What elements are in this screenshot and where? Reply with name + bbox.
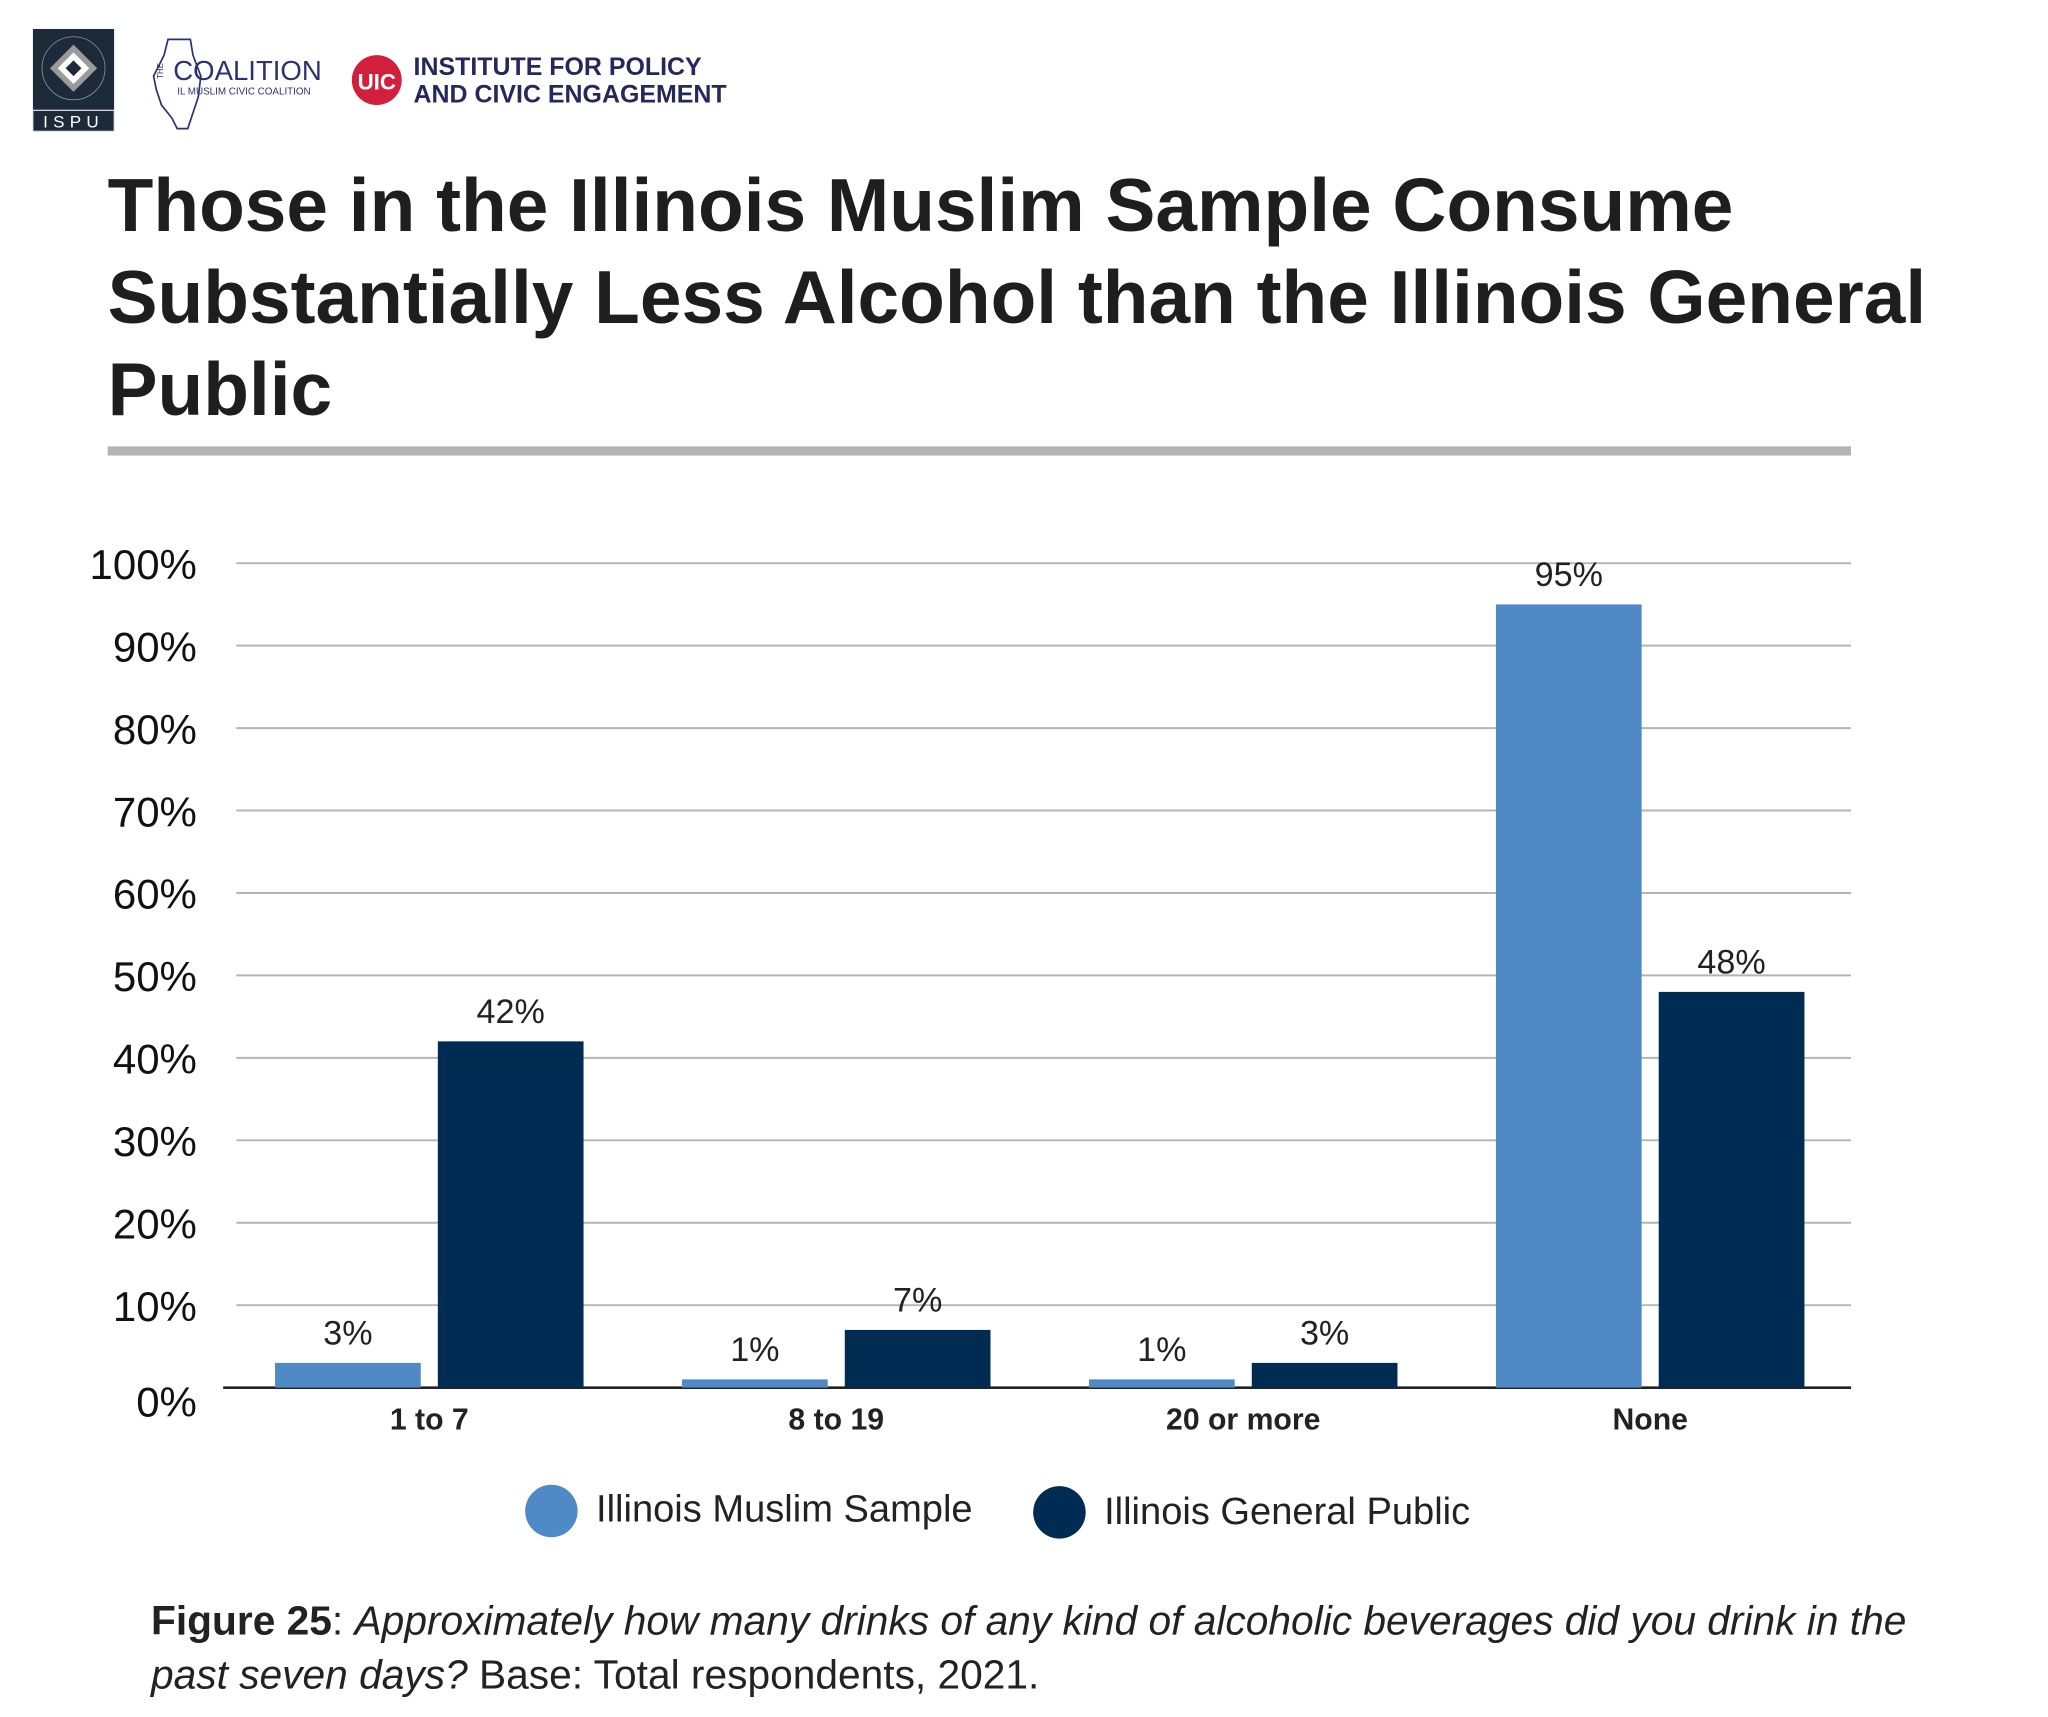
data-label: 1% (730, 1331, 779, 1369)
y-tick-label: 0% (136, 1379, 197, 1426)
data-label: 48% (1697, 944, 1765, 982)
svg-text:COALITION: COALITION (173, 55, 321, 86)
y-tick-label: 10% (113, 1283, 197, 1330)
ispu-logo: ISPU (32, 28, 115, 132)
y-tick-label: 80% (113, 706, 197, 753)
title-divider (107, 446, 1852, 456)
survey-question: Approximately how many drinks of any kin… (150, 1597, 1907, 1698)
legend-label-muslim-sample: Illinois Muslim Sample (596, 1488, 973, 1531)
x-tick-label: 8 to 19 (788, 1404, 884, 1437)
coalition-logo: THE COALITION IL MUSLIM CIVIC COALITION (148, 37, 325, 132)
y-tick-label: 40% (113, 1036, 197, 1083)
x-tick-label: 1 to 7 (390, 1404, 469, 1437)
svg-text:AND CIVIC ENGAGEMENT: AND CIVIC ENGAGEMENT (414, 80, 727, 108)
svg-text:IL MUSLIM CIVIC COALITION: IL MUSLIM CIVIC COALITION (177, 87, 310, 98)
data-label: 3% (323, 1315, 372, 1353)
svg-text:UIC: UIC (358, 69, 396, 94)
legend-swatch-general-public (1033, 1486, 1086, 1539)
bar-general-public (437, 1041, 584, 1388)
data-label: 1% (1137, 1331, 1186, 1369)
svg-text:INSTITUTE FOR POLICY: INSTITUTE FOR POLICY (414, 53, 703, 81)
y-tick-label: 50% (113, 953, 197, 1000)
bar-muslim-sample (275, 1362, 421, 1388)
bar-general-public (1251, 1362, 1398, 1388)
ispu-logo-text: ISPU (43, 112, 104, 131)
caption-separator: : (331, 1597, 355, 1644)
uic-logo: UIC INSTITUTE FOR POLICY AND CIVIC ENGAG… (351, 53, 771, 111)
bar-general-public (844, 1329, 991, 1388)
chart-title: Those in the Illinois Muslim Sample Cons… (107, 164, 1927, 432)
bar-general-public (1658, 991, 1805, 1388)
y-tick-label: 30% (113, 1118, 197, 1165)
caption-base: Base: Total respondents, 2021. (467, 1651, 1040, 1698)
y-tick-label: 90% (113, 623, 197, 670)
y-tick-label: 20% (113, 1200, 197, 1247)
data-label: 7% (893, 1282, 942, 1320)
y-tick-label: 100% (89, 541, 196, 588)
bar-chart: 0% 10% 20% 30% 40% 50% 60% 70% 80% 90% 100% 3% 42% 1 … (89, 541, 1852, 1437)
data-label: 95% (1535, 556, 1603, 594)
y-tick-label: 70% (113, 788, 197, 835)
data-label: 42% (477, 993, 545, 1031)
x-tick-label: None (1612, 1404, 1687, 1437)
legend-swatch-muslim-sample (525, 1484, 578, 1538)
bar-muslim-sample (1088, 1379, 1235, 1388)
bar-muslim-sample (681, 1379, 828, 1388)
legend-label-general-public: Illinois General Public (1104, 1491, 1471, 1534)
y-tick-label: 60% (113, 871, 197, 918)
x-tick-label: 20 or more (1166, 1404, 1320, 1437)
figure-caption: Figure 25: Approximately how many drinks… (151, 1594, 1936, 1702)
figure-label: Figure 25 (150, 1597, 332, 1644)
svg-text:THE: THE (156, 63, 165, 79)
bar-muslim-sample (1495, 604, 1642, 1388)
data-label: 3% (1300, 1315, 1349, 1353)
